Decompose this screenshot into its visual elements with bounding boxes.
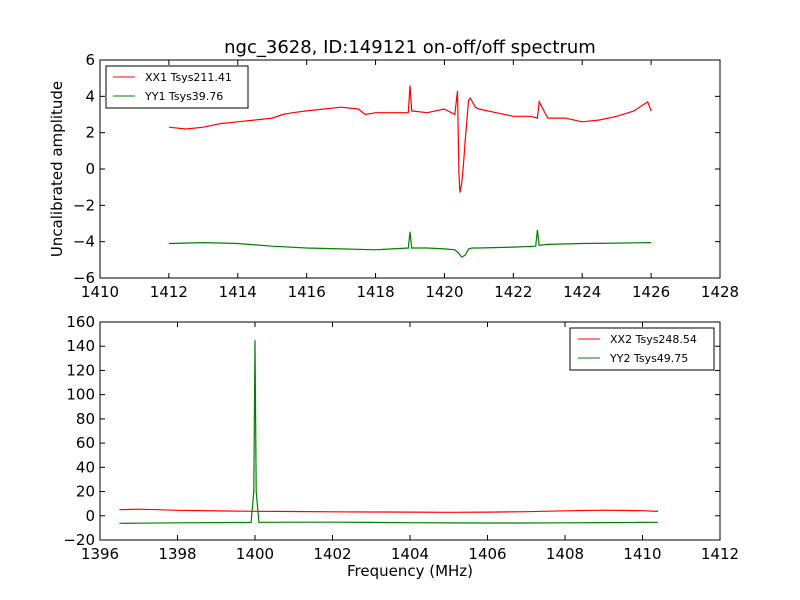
bottom-x-axis-label: Frequency (MHz) — [347, 562, 473, 580]
plot0-xtick-label-4: 1418 — [356, 283, 394, 301]
plot0-ytick-label-2: −2 — [73, 196, 95, 214]
plot1-ytick-label-3: 40 — [76, 458, 95, 476]
plot0-xtick-label-9: 1428 — [701, 283, 739, 301]
top-legend-label-yy1: YY1 Tsys39.76 — [144, 90, 223, 103]
top-legend-label-xx1: XX1 Tsys211.41 — [145, 71, 232, 84]
top-legend: XX1 Tsys211.41 YY1 Tsys39.76 — [105, 65, 249, 109]
plot1-ytick-label-2: 20 — [76, 483, 95, 501]
top-subplot: ngc_3628, ID:149121 on-off/off spectrum … — [48, 37, 739, 301]
plot1-xtick-label-7: 1410 — [623, 545, 661, 563]
bottom-legend-label-yy2: YY2 Tsys49.75 — [609, 352, 688, 365]
plot1-ytick-label-8: 140 — [66, 337, 95, 355]
plot1-ytick-label-7: 120 — [66, 361, 95, 379]
plot1-series-0-line — [119, 508, 659, 513]
bottom-axes-frame — [99, 321, 721, 541]
plot1-series-1-line — [119, 340, 659, 524]
top-ticks-group: 1410 1412 1414 1416 1418 1420 1422 1424 1426 1428… — [73, 51, 739, 301]
bottom-legend: XX2 Tsys248.54 YY2 Tsys49.75 — [569, 327, 715, 371]
plot0-xtick-label-5: 1420 — [425, 283, 463, 301]
plot0-xtick-label-0: 1410 — [81, 283, 119, 301]
plot1-xtick-label-3: 1402 — [313, 545, 351, 563]
plot0-xtick-label-7: 1424 — [563, 283, 601, 301]
plot0-ytick-label-3: 0 — [85, 160, 95, 178]
plot0-ytick-label-0: −6 — [73, 269, 95, 287]
bottom-legend-box — [569, 327, 715, 371]
plot1-xtick-label-4: 1404 — [391, 545, 429, 563]
plot1-xtick-label-2: 1400 — [236, 545, 274, 563]
plot1-ytick-label-4: 60 — [76, 434, 95, 452]
plot0-xtick-label-2: 1414 — [219, 283, 257, 301]
plot1-ytick-label-5: 80 — [76, 410, 95, 428]
top-chart-title: ngc_3628, ID:149121 on-off/off spectrum — [224, 37, 596, 58]
top-series-group — [168, 85, 652, 258]
bottom-ticks-group: 1396 1398 1400 1402 1404 1406 1408 1410 1412 −20 0… — [63, 313, 739, 563]
plot1-ytick-label-0: −20 — [63, 531, 95, 549]
plot0-series-1-line — [168, 229, 652, 258]
plot1-xtick-label-6: 1408 — [546, 545, 584, 563]
plot1-xtick-label-5: 1406 — [468, 545, 506, 563]
plot1-ytick-label-6: 100 — [66, 386, 95, 404]
top-y-axis-label: Uncalibrated amplitude — [48, 81, 66, 257]
plot1-xtick-label-8: 1412 — [701, 545, 739, 563]
plot0-xtick-label-8: 1426 — [632, 283, 670, 301]
plot0-ytick-label-6: 6 — [85, 51, 95, 69]
plot0-series-0-line — [168, 85, 652, 193]
top-axes-frame — [99, 59, 721, 279]
plot0-xtick-label-3: 1416 — [288, 283, 326, 301]
plot0-ytick-label-5: 4 — [85, 87, 95, 105]
plot1-ytick-label-1: 0 — [85, 507, 95, 525]
bottom-legend-label-xx2: XX2 Tsys248.54 — [610, 333, 697, 346]
bottom-subplot: Frequency (MHz) 1396 1398 1400 1402 1404 1406… — [63, 313, 739, 580]
plot0-xtick-label-6: 1422 — [494, 283, 532, 301]
plot1-xtick-label-0: 1396 — [81, 545, 119, 563]
plot1-ytick-label-9: 160 — [66, 313, 95, 331]
plot0-ytick-label-4: 2 — [85, 124, 95, 142]
top-legend-box — [105, 65, 249, 109]
bottom-series-group — [119, 340, 659, 524]
plot0-ytick-label-1: −4 — [73, 233, 95, 251]
plot1-xtick-label-1: 1398 — [158, 545, 196, 563]
plot0-xtick-label-1: 1412 — [150, 283, 188, 301]
